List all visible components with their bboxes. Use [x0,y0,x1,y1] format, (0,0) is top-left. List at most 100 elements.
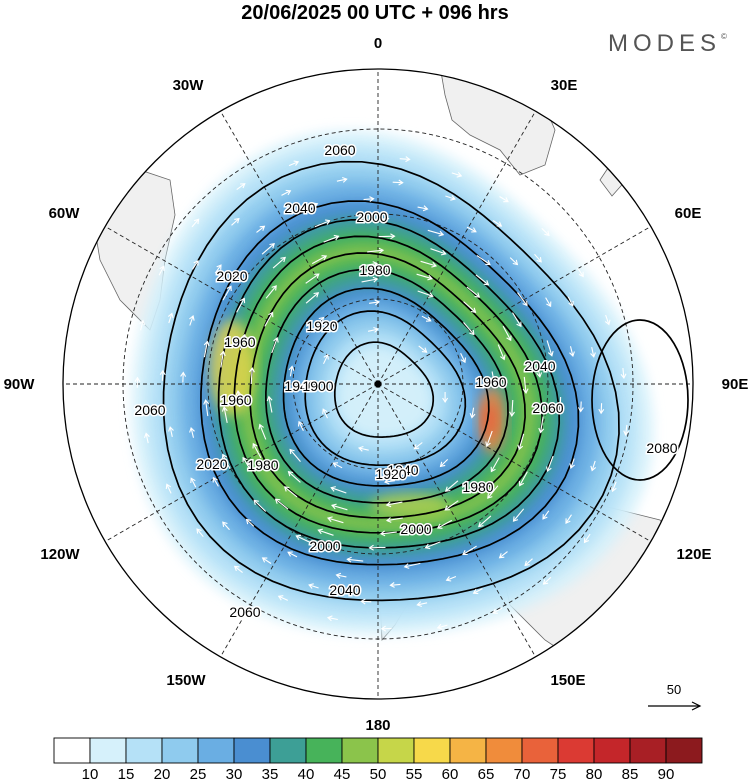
wind-arrow [361,278,378,283]
contour-label: 2060 [324,142,355,158]
wind-arrow [497,344,505,360]
wind-arrow [246,519,255,527]
wind-arrow-head-icon [472,588,479,595]
wind-arrow-head-icon [469,329,475,336]
meridian-line [104,226,379,385]
wind-arrow-head-icon [346,556,352,563]
colorbar-label: 70 [514,766,531,782]
colorbar-label: 30 [226,766,243,782]
wind-arrow-head-icon [357,445,364,452]
wind-arrow [524,558,533,566]
wind-arrow-head-icon [317,528,324,535]
wind-arrow [145,433,149,444]
wind-arrow [492,220,502,227]
wind-arrow-head-icon [383,478,390,485]
wind-arrow [399,158,410,160]
wind-arrow [430,248,446,255]
colorbar-swatch [629,737,667,764]
wind-arrow-head-icon [413,444,420,450]
wind-arrow [622,368,625,379]
wind-arrow-head-icon [557,408,564,415]
graticule [63,69,693,699]
longitude-label: 30W [173,77,205,94]
wind-arrow [296,535,312,544]
colorbar-label: 25 [190,766,207,782]
wind-arrow-head-icon [405,156,411,163]
wind-arrow [367,249,384,253]
wind-arrow [189,315,194,326]
wind-arrow [336,574,347,578]
contour-label: 1980 [359,262,390,278]
wind-arrow [404,562,421,568]
wind-arrow-head-icon [332,462,339,468]
longitude-label: 120E [676,546,711,563]
wind-arrow [567,296,574,306]
colorbar-label: 35 [262,766,279,782]
wind-arrow-head-icon [542,579,549,585]
contour-label: 2080 [646,440,677,456]
wind-arrow [284,486,298,498]
copyright-mark: © [721,32,727,41]
wind-arrow-head-icon [522,300,528,307]
wind-arrow [460,352,466,363]
wind-arrow [323,235,339,243]
wind-arrow-head-icon [590,465,597,472]
wind-arrow-head-icon [516,321,522,328]
wind-arrow [513,508,525,522]
longitude-label: 30E [551,77,578,94]
wind-arrow-head-icon [524,560,530,567]
wind-arrow-head-icon [422,205,429,212]
wind-arrow [331,504,348,511]
wind-arrow [205,400,209,417]
wind-arrow [570,458,575,469]
wind-arrow-head-icon [442,397,449,404]
contour-label: 1980 [462,479,493,495]
wind-arrow [462,545,477,555]
wind-arrow [611,481,617,492]
longitude-label: 60W [49,205,81,222]
wind-arrow [333,462,343,469]
contour-label: 2000 [356,209,387,225]
wind-arrow [418,345,427,353]
south-pole-marker [374,380,382,388]
colorbar-label: 45 [334,766,351,782]
wind-arrow-head-icon [312,202,319,208]
wind-arrow-head-icon [373,326,379,333]
longitude-label: 90W [4,376,36,393]
wind-arrow [261,243,275,255]
wind-arrow [512,312,522,327]
wind-arrow [222,521,230,531]
wind-arrow-head-icon [258,423,264,430]
contour-label: 1940 [284,378,315,394]
wind-arrow [425,541,441,549]
colorbar-label: 90 [658,766,675,782]
wind-arrow [577,267,584,277]
wind-arrow-head-icon [456,171,463,178]
wind-arrow [253,499,267,512]
wind-arrow [289,366,293,377]
colorbar-swatch [593,737,631,764]
wind-arrow [492,607,503,614]
wind-arrow [271,337,278,354]
colorbar-swatch [89,737,127,764]
wind-arrow-head-icon [297,420,304,427]
wind-arrow [327,617,338,621]
longitude-label: 90E [722,376,749,393]
wind-arrow [466,286,480,298]
wind-arrow [517,292,528,306]
wind-arrow-head-icon [212,476,218,483]
colorbar-swatch [305,737,343,764]
contour-label: 1960 [475,374,506,390]
contour-label: 2060 [134,402,165,418]
wind-arrow-head-icon [273,336,279,343]
wind-arrow-head-icon [234,217,240,224]
wind-arrow [344,153,355,157]
wind-arrow [499,551,508,559]
wind-arrow [444,500,459,511]
wind-arrow-head-icon [168,426,174,432]
wind-arrow-head-icon [379,530,386,537]
wind-arrow-head-icon [444,486,451,492]
wind-arrow [214,264,222,274]
wind-arrow-head-icon [318,316,325,323]
